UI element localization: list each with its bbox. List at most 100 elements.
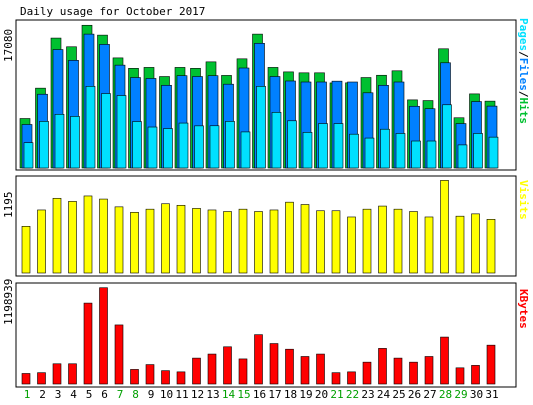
bar-visits-day-22 (347, 216, 356, 274)
bar-pages-day-17 (271, 112, 282, 169)
bar-kbytes-day-31 (486, 344, 496, 385)
bar-kbytes-day-2 (37, 372, 46, 385)
day-label-21: 21 (330, 388, 343, 401)
day-label-4: 4 (70, 388, 77, 401)
hits-files-pages-panel-frame (15, 19, 517, 171)
day-label-17: 17 (268, 388, 281, 401)
bar-kbytes-day-3 (52, 363, 62, 385)
bar-visits-day-15 (238, 208, 248, 274)
bar-visits-day-13 (207, 209, 217, 274)
bar-kbytes-day-8 (130, 369, 139, 385)
bar-visits-day-29 (455, 215, 465, 274)
bar-pages-day-12 (194, 125, 204, 169)
bar-kbytes-day-24 (378, 348, 387, 385)
bar-kbytes-day-22 (347, 371, 356, 385)
bar-visits-day-6 (99, 198, 108, 274)
bar-visits-day-27 (424, 216, 434, 274)
day-label-13: 13 (206, 388, 219, 401)
hits-files-pages-panel-legend-item-4: Hits (517, 98, 530, 125)
bar-visits-day-26 (409, 211, 418, 274)
bar-pages-day-29 (457, 144, 468, 169)
bar-visits-day-17 (269, 209, 279, 274)
day-label-24: 24 (377, 388, 391, 401)
bar-visits-day-20 (316, 210, 325, 274)
bar-visits-day-28 (440, 180, 449, 274)
bar-kbytes-day-19 (300, 356, 310, 385)
bar-pages-day-2 (39, 121, 49, 169)
bar-pages-day-3 (54, 113, 65, 169)
bar-pages-day-31 (488, 136, 499, 169)
day-label-11: 11 (175, 388, 188, 401)
day-labels: 1 2 3 4 5 6 7 8 9 10 11 12 13 14 15 16 17 18 19 20 21 22 23 24 2… (24, 388, 499, 401)
bar-visits-day-16 (254, 211, 263, 274)
bar-visits-day-3 (52, 197, 62, 274)
bar-visits-day-10 (161, 203, 170, 274)
day-label-5: 5 (86, 388, 93, 401)
day-label-8: 8 (132, 388, 139, 401)
bar-kbytes-day-9 (145, 364, 155, 385)
bar-visits-day-14 (223, 211, 232, 274)
bar-kbytes-day-25 (393, 357, 403, 385)
hits-files-pages-panel-legend: Pages/Files/Hits (517, 18, 530, 124)
hits-files-pages-panel-legend-item-3: / (517, 91, 530, 98)
bar-kbytes-day-10 (161, 370, 170, 385)
bar-visits-day-19 (300, 204, 310, 274)
bar-kbytes-day-27 (424, 356, 434, 385)
bar-pages-day-23 (364, 137, 375, 169)
day-label-2: 2 (39, 388, 46, 401)
bar-pages-day-27 (426, 140, 437, 169)
bar-kbytes-day-7 (114, 324, 124, 385)
bar-pages-day-24 (380, 128, 390, 169)
hits-files-pages-panel-legend-item-2: Files (517, 58, 530, 91)
bar-pages-day-11 (178, 122, 189, 169)
bar-kbytes-day-14 (223, 346, 232, 385)
visits-panel-frame (15, 175, 517, 277)
bar-visits-day-1 (21, 226, 31, 274)
bar-pages-day-7 (116, 95, 127, 169)
bar-kbytes-day-11 (176, 371, 186, 385)
day-label-28: 28 (439, 388, 452, 401)
bar-pages-day-15 (240, 131, 251, 169)
bar-kbytes-day-18 (285, 348, 294, 385)
bar-visits-day-9 (145, 208, 155, 274)
bar-pages-day-4 (70, 116, 80, 169)
day-label-18: 18 (284, 388, 297, 401)
bar-visits-day-2 (37, 209, 46, 274)
day-label-31: 31 (485, 388, 498, 401)
hits-files-pages-panel-y-max-label: 17080 (2, 29, 15, 62)
bar-visits-day-11 (176, 204, 186, 274)
bar-pages-day-26 (411, 140, 421, 169)
bar-pages-day-10 (163, 128, 173, 169)
bar-kbytes-day-17 (269, 343, 279, 385)
day-label-23: 23 (361, 388, 374, 401)
bar-pages-day-13 (209, 125, 220, 169)
bar-kbytes-day-30 (471, 365, 480, 385)
day-label-22: 22 (346, 388, 359, 401)
bar-pages-day-1 (23, 142, 34, 169)
visits-panel: 1195 Visits (2, 175, 530, 277)
bar-visits-day-30 (471, 213, 480, 274)
day-label-29: 29 (454, 388, 467, 401)
visits-panel-y-max-label: 1195 (2, 192, 15, 219)
bar-visits-day-25 (393, 208, 403, 274)
bar-kbytes-day-1 (21, 373, 31, 385)
bar-visits-day-4 (68, 201, 77, 274)
bar-visits-day-12 (192, 208, 201, 274)
bar-kbytes-day-21 (331, 372, 341, 385)
bar-pages-day-14 (225, 121, 235, 169)
bar-visits-day-8 (130, 211, 139, 274)
bar-kbytes-day-23 (362, 361, 372, 385)
day-label-16: 16 (253, 388, 266, 401)
day-label-1: 1 (24, 388, 31, 401)
hits-files-pages-panel-legend-item-0: Pages (517, 18, 530, 51)
bar-visits-day-7 (114, 206, 124, 274)
bar-visits-day-21 (331, 210, 341, 274)
bar-kbytes-day-5 (83, 302, 93, 385)
visits-panel-legend-item-0: Visits (517, 180, 530, 220)
day-label-7: 7 (117, 388, 124, 401)
day-label-15: 15 (237, 388, 250, 401)
bar-pages-day-28 (442, 104, 452, 169)
day-label-26: 26 (408, 388, 421, 401)
